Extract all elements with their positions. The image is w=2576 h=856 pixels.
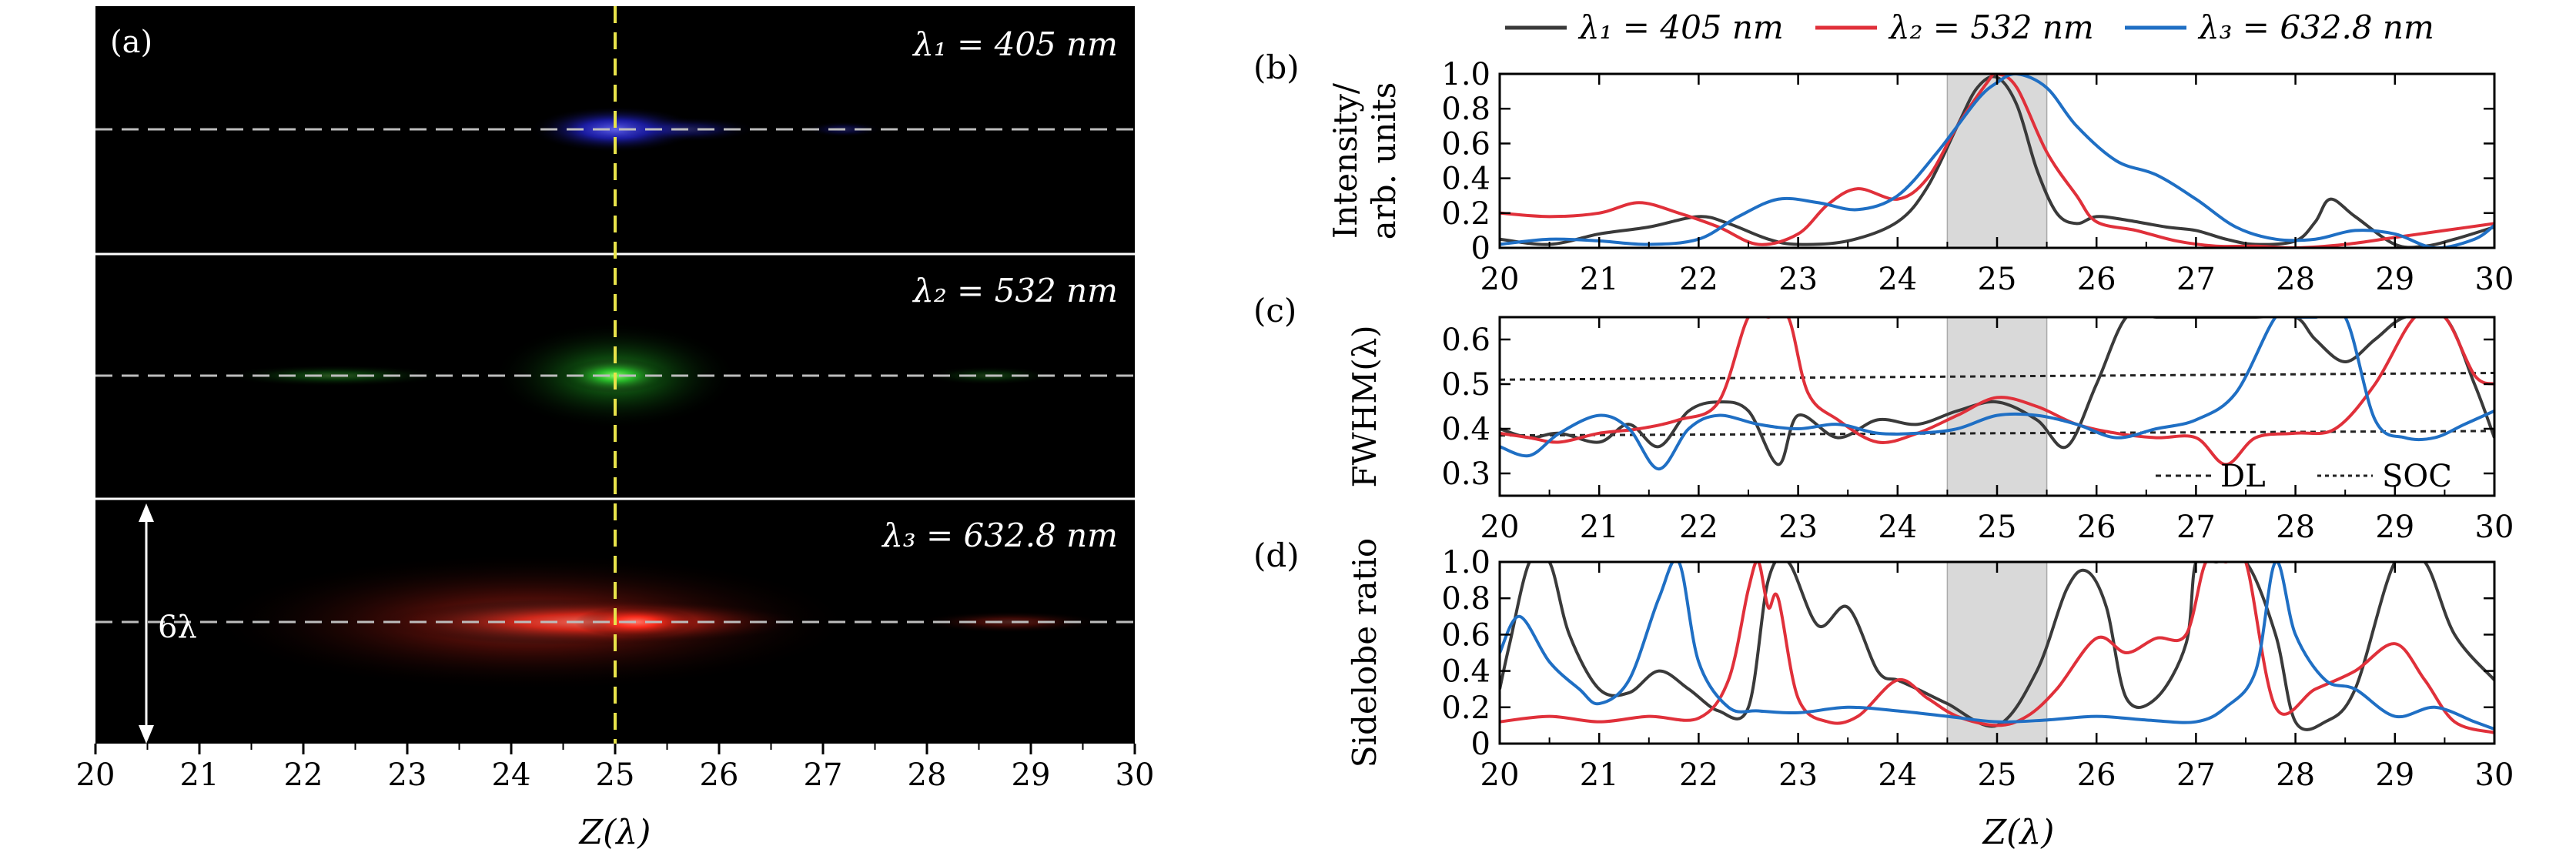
panel-a-x-axis: 20 21 22 23 24 25 26 27 28 29 30 — [76, 744, 1155, 793]
x-tick-label: 26 — [2077, 262, 2116, 297]
series-line-lambda1 — [1500, 317, 2494, 466]
y-axis-label: arb. units — [1365, 82, 1403, 240]
y-tick-label: 0.3 — [1441, 456, 1490, 492]
series-line-lambda2 — [1500, 317, 2494, 466]
y-tick-label: 0 — [1471, 231, 1490, 266]
beam-spot-blue — [530, 106, 700, 152]
x-tick-label: 30 — [2475, 757, 2514, 793]
x-tick-label: 30 — [2475, 510, 2514, 545]
x-tick-label: 26 — [700, 757, 739, 793]
x-tick-label: 23 — [1778, 757, 1818, 793]
y-tick-label: 0.6 — [1441, 617, 1490, 653]
panel-c: 20 21 22 23 24 25 26 27 28 29 30 0.3 0.4 0.5 0.6 (c) FWH… — [1253, 292, 2514, 545]
panel-label: (c) — [1253, 292, 1296, 329]
y-tick-label: 0.2 — [1441, 690, 1490, 726]
focal-shaded-band — [1946, 561, 2048, 744]
x-tick-label: 23 — [1778, 262, 1818, 297]
y-tick-label: 0.4 — [1441, 412, 1490, 447]
x-tick-label: 23 — [388, 757, 427, 793]
x-tick-label: 21 — [1580, 262, 1619, 297]
x-tick-label: 22 — [1679, 262, 1718, 297]
x-tick-label: 27 — [2176, 262, 2216, 297]
x-tick-label: 20 — [1480, 757, 1520, 793]
y-tick-label: 0.6 — [1441, 126, 1490, 162]
series-line-lambda2 — [1500, 562, 2494, 734]
panel-b: 20 21 22 23 24 25 26 27 28 29 30 00.20.40.60.81.0 (b… — [1253, 48, 2514, 297]
row-1-label: λ₁ = 405 nm — [912, 25, 1118, 63]
x-tick-label: 26 — [2077, 510, 2116, 545]
y-tick-label: 1.0 — [1441, 57, 1490, 92]
series-line-lambda3 — [1500, 562, 2494, 731]
x-tick-label: 21 — [1580, 510, 1619, 545]
x-tick-label: 29 — [2375, 757, 2414, 793]
x-tick-label: 20 — [1480, 262, 1520, 297]
panel-label: (d) — [1253, 537, 1300, 574]
y-tick-label: 1.0 — [1441, 545, 1490, 580]
x-tick-label: 22 — [284, 757, 323, 793]
panel-a-xlabel: Z(λ) — [578, 813, 651, 852]
y-tick-label: 0.6 — [1441, 323, 1490, 358]
focal-shaded-band — [1946, 73, 2048, 249]
y-tick-label: 0.8 — [1441, 92, 1490, 127]
x-tick-label: 20 — [1480, 510, 1520, 545]
legend-label-soc: SOC — [2382, 459, 2452, 494]
x-tick-label: 29 — [2375, 262, 2414, 297]
legend-label-dl: DL — [2220, 459, 2266, 494]
x-tick-label: 28 — [908, 757, 947, 793]
x-tick-label: 25 — [1978, 510, 2017, 545]
y-tick-label: 0.4 — [1441, 162, 1490, 197]
x-tick-label: 29 — [2375, 510, 2414, 545]
series-line-lambda3 — [1500, 317, 2494, 471]
x-tick-label: 24 — [1878, 510, 1917, 545]
y-tick-label: 0.8 — [1441, 581, 1490, 617]
x-tick-label: 21 — [1580, 757, 1619, 793]
panel-d: 20 21 22 23 24 25 26 27 28 29 30 00.20.40.60.81.0 (d… — [1253, 537, 2514, 793]
x-tick-label: 22 — [1679, 510, 1718, 545]
x-tick-label: 26 — [2077, 757, 2116, 793]
legend-label: λ₃ = 632.8 nm — [2197, 8, 2434, 46]
x-tick-label: 29 — [1012, 757, 1051, 793]
x-tick-label: 25 — [1978, 262, 2017, 297]
legend-label: λ₂ = 532 nm — [1888, 8, 2094, 46]
y-axis-label: FWHM(λ) — [1346, 325, 1383, 487]
six-lambda-arrow — [139, 503, 154, 744]
x-tick-label: 27 — [804, 757, 843, 793]
x-tick-label: 28 — [2276, 510, 2315, 545]
row-2-label: λ₂ = 532 nm — [912, 272, 1118, 309]
x-tick-label: 20 — [76, 757, 115, 793]
x-tick-label: 24 — [1878, 757, 1917, 793]
legend: λ₁ = 405 nm λ₂ = 532 nm λ₃ = 632.8 nm — [1505, 8, 2434, 46]
y-tick-label: 0.4 — [1441, 654, 1490, 690]
x-tick-label: 27 — [2176, 757, 2216, 793]
panel-a: 6λ (a) λ₁ = 405 nm λ₂ = 532 nm λ₃ = 632.… — [76, 6, 1155, 852]
x-tick-label: 22 — [1679, 757, 1718, 793]
bottom-xlabel: Z(λ) — [1982, 813, 2055, 852]
x-tick-label: 21 — [180, 757, 219, 793]
x-tick-label: 24 — [1878, 262, 1917, 297]
x-tick-label: 28 — [2276, 757, 2315, 793]
panel-a-label: (a) — [110, 25, 152, 60]
legend-label: λ₁ = 405 nm — [1577, 8, 1784, 46]
beam-spot-red — [918, 611, 1102, 633]
y-tick-label: 0 — [1471, 727, 1490, 762]
x-tick-label: 25 — [1978, 757, 2017, 793]
x-tick-label: 27 — [2176, 510, 2216, 545]
x-tick-label: 30 — [1116, 757, 1155, 793]
x-tick-label: 30 — [2475, 262, 2514, 297]
x-tick-label: 25 — [596, 757, 635, 793]
focal-shaded-band — [1946, 316, 2048, 497]
arrow-label: 6λ — [158, 610, 197, 645]
y-tick-label: 0.5 — [1441, 367, 1490, 403]
x-tick-label: 24 — [492, 757, 531, 793]
panel-label: (b) — [1253, 48, 1300, 86]
y-axis-label: Intensity/ — [1326, 82, 1364, 239]
row-3-label: λ₃ = 632.8 nm — [881, 517, 1118, 554]
y-tick-label: 0.2 — [1441, 196, 1490, 232]
x-tick-label: 28 — [2276, 262, 2315, 297]
y-axis-label: Sidelobe ratio — [1346, 538, 1383, 767]
x-tick-label: 23 — [1778, 510, 1818, 545]
